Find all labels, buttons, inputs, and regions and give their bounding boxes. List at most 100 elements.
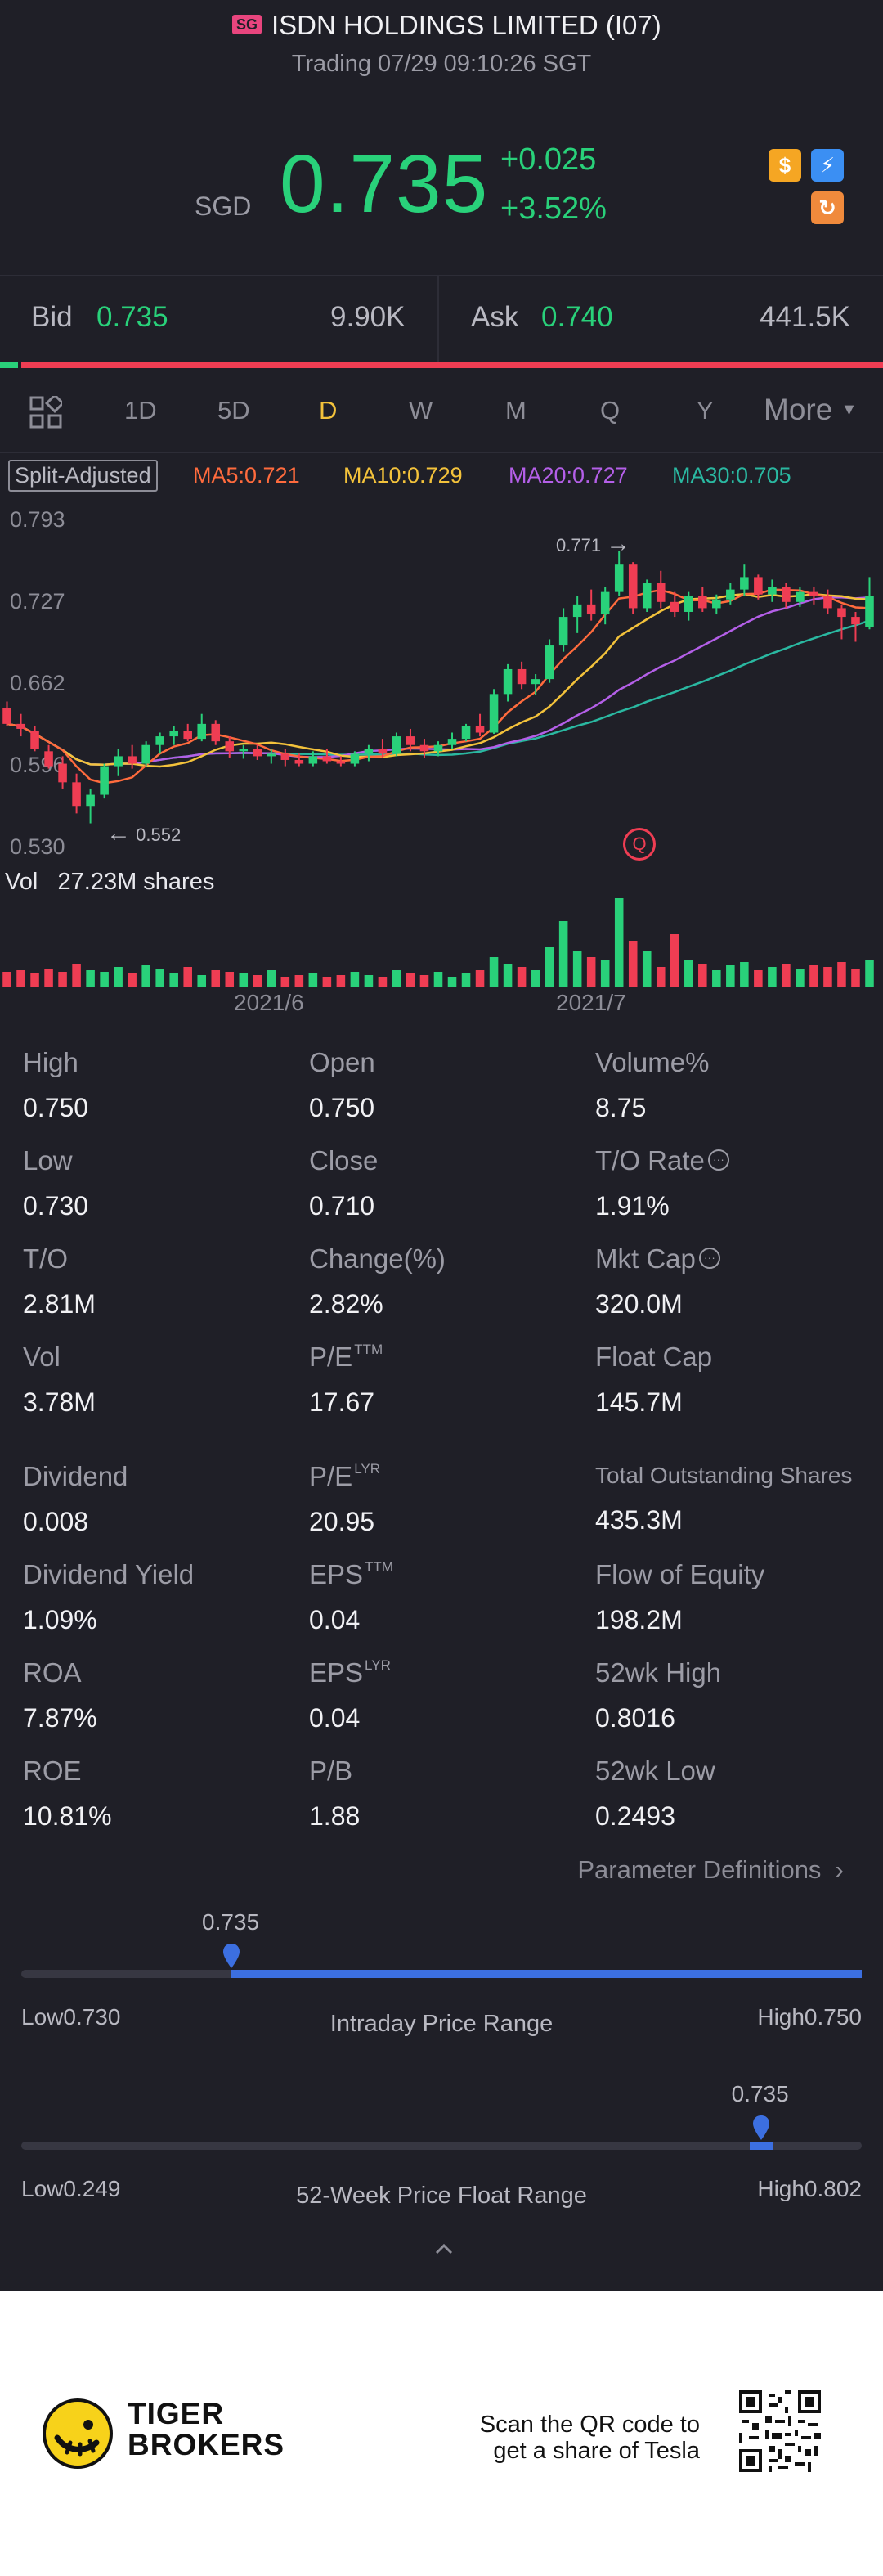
volume-bar <box>531 970 540 987</box>
volume-bar <box>670 934 679 987</box>
candlestick-chart[interactable] <box>0 491 883 867</box>
chevron-down-icon: ▼ <box>840 401 858 419</box>
tab-q[interactable]: Q <box>600 396 621 425</box>
brand-line1: TIGER <box>128 2397 225 2430</box>
volume-bar <box>851 969 860 987</box>
volume-bar <box>558 921 568 987</box>
stat-tos: 435.3M <box>595 1505 683 1535</box>
volume-bar <box>712 970 721 987</box>
volume-label-text: Vol <box>5 869 38 895</box>
qr-text-line2: get a share of Tesla <box>493 2438 700 2464</box>
volume-bar <box>155 969 164 987</box>
split-adjusted-toggle[interactable]: Split-Adjusted <box>8 460 158 492</box>
candle <box>280 749 290 767</box>
parameter-definitions-label: Parameter Definitions <box>577 1855 822 1884</box>
candle <box>155 732 164 754</box>
stat-torate-label-text: T/O Rate <box>595 1145 705 1176</box>
high-marker-value: 0.771 <box>556 535 602 555</box>
parameter-definitions-link[interactable]: Parameter Definitions › <box>577 1855 844 1885</box>
candle <box>851 611 860 642</box>
candle <box>336 756 346 767</box>
tab-m[interactable]: M <box>505 396 527 425</box>
x-tick: 2021/7 <box>556 990 626 1015</box>
candle <box>558 608 568 652</box>
volume-bar <box>614 898 624 987</box>
ma5-label: MA5:0.721 <box>193 463 300 488</box>
candle <box>86 788 95 824</box>
ask-label: Ask <box>471 301 519 333</box>
currency-label: SGD <box>195 191 252 221</box>
candle <box>572 596 582 633</box>
stat-epslyr: 0.04 <box>309 1703 361 1733</box>
tab-5d[interactable]: 5D <box>217 396 250 425</box>
stat-epslyr-sup: LYR <box>365 1657 391 1673</box>
volume-bar <box>197 975 207 987</box>
candle <box>447 732 457 749</box>
candle <box>782 583 791 609</box>
tab-more[interactable]: More ▼ <box>764 393 857 427</box>
stat-52wkhigh-label: 52wk High <box>595 1657 722 1688</box>
volume-bar <box>239 973 249 987</box>
volume-bar <box>545 947 554 987</box>
low-marker-value: 0.552 <box>136 825 182 845</box>
stat-open-label: Open <box>309 1047 375 1077</box>
volume-bar <box>475 970 485 987</box>
stat-epslyr-label-text: EPS <box>309 1657 364 1688</box>
info-icon[interactable]: ··· <box>707 1149 729 1171</box>
candle <box>712 594 721 615</box>
options-icon[interactable]: ↻ <box>811 191 844 224</box>
chevron-up-icon[interactable] <box>432 2238 456 2258</box>
volume-bar <box>322 977 332 987</box>
candle <box>503 663 513 702</box>
candle <box>169 726 178 745</box>
candle <box>267 749 276 764</box>
stat-low-label: Low <box>23 1145 73 1176</box>
candle <box>128 744 137 769</box>
lightning-icon[interactable]: ⚡ <box>811 149 844 182</box>
stat-pettm-label-text: P/E <box>309 1342 353 1372</box>
volume-bar <box>280 977 290 987</box>
stat-torate-label[interactable]: T/O Rate ··· <box>595 1145 729 1176</box>
tiger-logo <box>43 2398 113 2469</box>
stat-52wkhigh: 0.8016 <box>595 1703 675 1733</box>
candle <box>796 587 805 607</box>
stat-close-label: Close <box>309 1145 379 1176</box>
stat-pelyr-label-text: P/E <box>309 1461 353 1491</box>
stat-mktcap-label[interactable]: Mkt Cap ··· <box>595 1243 720 1275</box>
volume-bar <box>726 965 735 987</box>
earnings-marker[interactable]: Q <box>623 828 656 861</box>
stat-torate: 1.91% <box>595 1191 670 1221</box>
candle <box>461 723 471 742</box>
dollar-icon[interactable]: $ <box>769 149 801 182</box>
volume-bar <box>489 957 499 987</box>
candle <box>419 739 429 758</box>
stat-epsttm-label-text: EPS <box>309 1559 364 1589</box>
volume-chart[interactable] <box>0 892 883 987</box>
info-icon[interactable]: ··· <box>698 1248 720 1269</box>
candle <box>225 736 235 758</box>
low-marker-label: ← 0.552 <box>106 820 181 847</box>
tab-y[interactable]: Y <box>697 396 714 425</box>
candle <box>517 661 527 690</box>
bid-label: Bid <box>31 301 73 333</box>
tab-1d[interactable]: 1D <box>124 396 157 425</box>
grid-icon[interactable] <box>29 393 65 429</box>
candle <box>670 591 679 618</box>
volume-label: Vol 27.23M shares <box>5 869 214 896</box>
candle <box>545 639 554 683</box>
ask-size: 441.5K <box>760 301 850 333</box>
tab-d[interactable]: D <box>319 396 338 425</box>
volume-bar <box>336 975 346 987</box>
candle <box>698 587 707 612</box>
volume-bar <box>419 975 429 987</box>
volume-bar <box>837 962 846 987</box>
volume-bar <box>128 973 137 987</box>
volume-bar <box>740 962 749 987</box>
high-marker-label: 0.771 → <box>556 530 630 558</box>
candle <box>308 751 318 767</box>
week52-low: Low0.249 <box>21 2176 121 2201</box>
volume-bar <box>267 970 276 987</box>
intraday-current-value: 0.735 <box>202 1909 260 1935</box>
volume-bar <box>684 960 693 987</box>
tab-w[interactable]: W <box>409 396 433 425</box>
